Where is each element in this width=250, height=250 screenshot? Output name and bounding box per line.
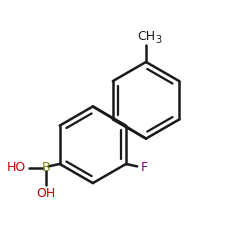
Text: CH: CH (137, 30, 155, 44)
Text: B: B (42, 161, 50, 174)
Text: OH: OH (36, 188, 56, 200)
Text: F: F (141, 161, 148, 174)
Text: 3: 3 (156, 35, 162, 45)
Text: HO: HO (7, 161, 26, 174)
